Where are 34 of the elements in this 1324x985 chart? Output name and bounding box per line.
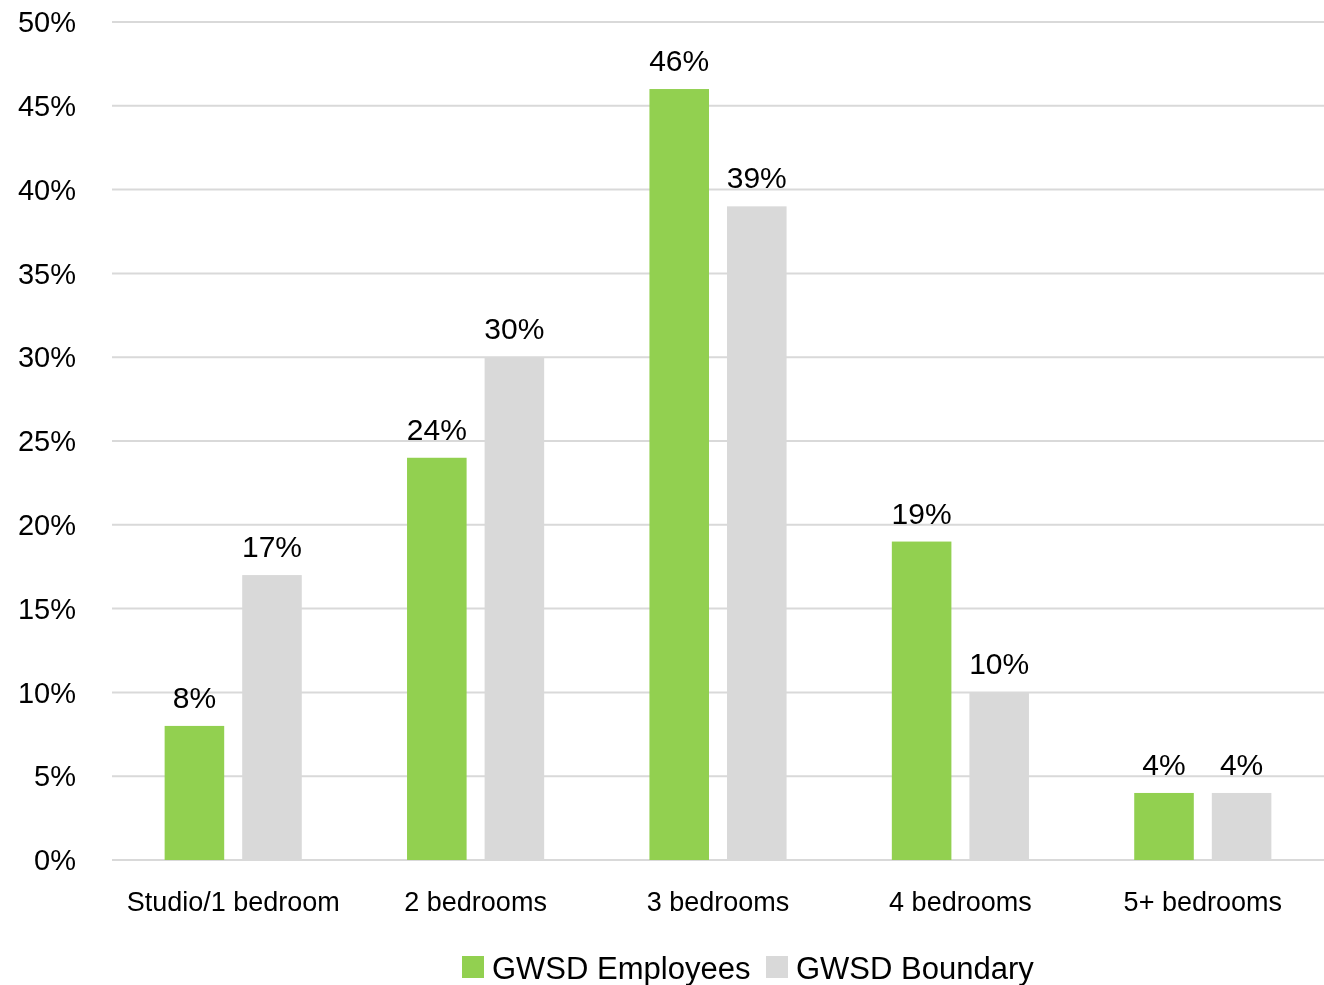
bar [891, 541, 952, 860]
y-tick-label: 0% [34, 844, 76, 877]
bar [1134, 792, 1194, 860]
legend-label: GWSD Employees [492, 950, 751, 985]
y-tick-label: 30% [17, 341, 76, 374]
y-tick-label: 35% [17, 257, 76, 290]
data-label: 46% [649, 44, 710, 78]
x-tick-label: 5+ bedrooms [1123, 887, 1282, 918]
bar [1211, 792, 1272, 860]
y-tick-label: 20% [17, 508, 76, 541]
bar [649, 89, 709, 860]
data-label: 24% [406, 412, 467, 446]
y-tick-label: 45% [17, 89, 76, 122]
y-tick-label: 5% [34, 760, 76, 793]
data-label: 10% [969, 647, 1030, 681]
data-label: 19% [891, 496, 952, 530]
y-tick-label: 25% [17, 425, 76, 458]
data-label: 8% [172, 680, 217, 714]
x-tick-label: 3 bedrooms [646, 887, 790, 918]
y-tick-label: 50% [17, 6, 76, 39]
x-tick-label: 4 bedrooms [889, 887, 1032, 918]
x-tick-label: 2 bedrooms [404, 887, 547, 918]
data-label: 30% [484, 312, 545, 346]
bar [407, 457, 467, 860]
data-label: 4% [1142, 747, 1186, 781]
bar [164, 725, 225, 860]
y-tick-label: 40% [17, 173, 76, 206]
x-tick-label: Studio/1 bedroom [126, 887, 340, 918]
data-label: 39% [726, 161, 787, 195]
data-label: 17% [241, 530, 303, 564]
y-tick-label: 10% [17, 676, 76, 709]
data-label: 4% [1219, 747, 1264, 781]
legend-label: GWSD Boundary [796, 950, 1035, 985]
y-tick-label: 15% [17, 592, 76, 625]
